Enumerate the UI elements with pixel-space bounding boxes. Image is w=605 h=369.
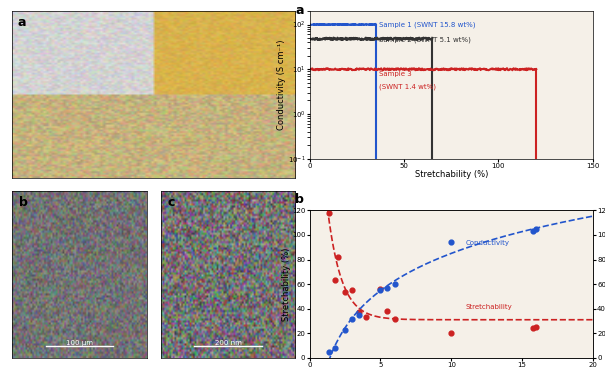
Text: b: b [19,196,28,209]
Point [324,349,334,355]
Point [340,327,350,332]
Text: Sample 3: Sample 3 [379,70,412,77]
Point [531,324,541,330]
Point [347,315,357,321]
Point [529,228,538,234]
Point [355,310,364,315]
Point [347,287,357,293]
Point [340,289,350,294]
Text: a: a [295,4,304,17]
Y-axis label: Stretchability (%): Stretchability (%) [281,248,290,321]
Point [529,325,538,331]
Point [446,239,456,245]
Point [382,285,392,291]
Text: 100 μm: 100 μm [66,339,93,346]
Point [361,314,371,320]
Text: 200 nm: 200 nm [215,339,241,346]
Y-axis label: Conductivity (S cm⁻¹): Conductivity (S cm⁻¹) [277,39,286,130]
Point [446,330,456,336]
Point [531,226,541,232]
Point [330,277,340,283]
Point [376,286,385,292]
Text: Conductivity: Conductivity [465,240,509,246]
Text: c: c [167,196,175,209]
Text: Stretchability: Stretchability [465,304,512,310]
Text: (SWNT 1.4 wt%): (SWNT 1.4 wt%) [379,84,436,90]
Text: b: b [295,193,304,206]
Text: Sample 1 (SWNT 15.8 wt%): Sample 1 (SWNT 15.8 wt%) [379,21,476,28]
Point [390,315,399,321]
Point [355,312,364,318]
Point [382,308,392,314]
Point [324,210,334,216]
Point [376,287,385,293]
Point [330,345,340,351]
Point [390,281,399,287]
Text: a: a [18,16,26,29]
Point [333,254,343,260]
X-axis label: Stretchability (%): Stretchability (%) [414,170,488,179]
Text: Sample 2 (SWNT 5.1 wt%): Sample 2 (SWNT 5.1 wt%) [379,37,471,43]
